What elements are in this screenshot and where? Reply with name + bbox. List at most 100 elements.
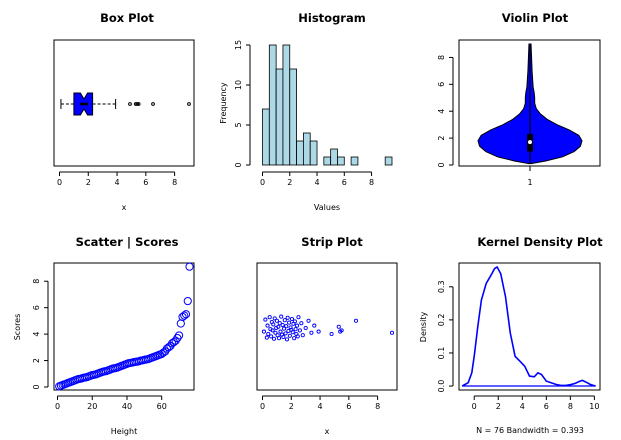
strip-point — [389, 330, 395, 335]
histogram-bar — [282, 44, 291, 166]
boxplot-x-label: x — [122, 203, 127, 212]
strip-point — [282, 326, 287, 331]
strip-point — [271, 322, 276, 327]
strip-point — [277, 321, 282, 326]
strip-point — [263, 317, 268, 322]
histogram-title: Histogram — [298, 11, 365, 25]
histogram-bar — [337, 156, 345, 166]
scatter-point — [181, 310, 191, 319]
x-tick-label: 8 — [172, 178, 177, 187]
x-tick-label: 2 — [287, 178, 292, 187]
y-tick-label: 5 — [234, 122, 243, 127]
plot-frame — [53, 262, 195, 391]
histogram-panel: Histogram 0 2 4 6 8 0 5 10 15 Values Frequency — [219, 11, 393, 212]
scatter-point — [174, 331, 184, 340]
strip-point — [270, 328, 275, 333]
histogram-bar — [268, 44, 277, 166]
histogram-bar — [296, 140, 304, 166]
x-tick-label: 6 — [346, 402, 351, 411]
y-tick-label: 15 — [234, 40, 243, 50]
y-tick-label: 2 — [32, 358, 41, 363]
histogram-y-label: Frequency — [219, 82, 228, 124]
strip-point — [282, 318, 287, 323]
y-tick-label: 0 — [234, 162, 243, 167]
strip-point — [273, 330, 278, 335]
histogram-bar — [262, 108, 270, 166]
strip-point — [290, 330, 295, 335]
strip-point — [285, 315, 290, 320]
plot-frame — [458, 262, 601, 391]
strip-point — [288, 325, 293, 330]
x-tick-label: 4 — [314, 178, 319, 187]
histogram-x-label: Values — [314, 203, 340, 212]
x-tick-label: 6 — [143, 178, 148, 187]
strip-point — [294, 323, 300, 328]
density-x-label: N = 76 Bandwidth = 0.393 — [476, 426, 584, 435]
x-tick-label: 4 — [115, 178, 120, 187]
x-tick-label: 60 — [157, 402, 167, 411]
scatter-y-label: Scores — [13, 314, 22, 341]
strip-point — [272, 316, 277, 321]
strip-point — [284, 324, 289, 329]
strip-point — [303, 325, 308, 331]
strip-point — [287, 333, 292, 338]
strip-point — [296, 315, 301, 320]
histogram-bar — [289, 68, 297, 166]
y-tick-label: 0 — [32, 384, 41, 389]
strip-point — [283, 331, 288, 336]
x-tick-label: 1 — [527, 178, 532, 187]
strip-point — [339, 328, 344, 333]
y-tick-label: 0.3 — [437, 280, 446, 293]
y-tick-label: 8 — [32, 279, 41, 284]
scatter-x-label: Height — [111, 427, 137, 436]
outlier-point — [136, 102, 141, 106]
strip-point — [266, 331, 271, 337]
y-tick-label: 10 — [234, 80, 243, 90]
x-tick-label: 0 — [260, 402, 265, 411]
x-tick-label: 0 — [472, 402, 477, 411]
violin-median-point — [528, 140, 532, 145]
x-tick-label: 4 — [520, 402, 525, 411]
violin-title: Violin Plot — [502, 11, 569, 25]
strip-point — [280, 322, 285, 328]
histogram-bar — [309, 140, 318, 166]
y-tick-label: 4 — [437, 109, 446, 114]
y-tick-label: 0 — [437, 162, 446, 167]
x-tick-label: 0 — [57, 178, 62, 187]
y-tick-label: 0.0 — [437, 380, 446, 393]
strip-point — [292, 319, 297, 324]
y-tick-label: 4 — [32, 332, 41, 337]
strip-point — [276, 324, 281, 329]
histogram-bar — [275, 68, 284, 166]
x-tick-label: 8 — [375, 402, 380, 411]
x-tick-label: 2 — [496, 402, 501, 411]
y-tick-label: 8 — [437, 55, 446, 60]
scatter-point — [180, 311, 189, 320]
strip-point — [293, 327, 298, 332]
density-panel: Kernel Density Plot 0 2 4 6 8 10 0.0 0.1 0.2 0.3 N … — [419, 235, 603, 435]
x-tick-label: 0 — [55, 402, 60, 411]
histogram-bar — [302, 132, 311, 166]
strip-point — [267, 315, 272, 320]
strip-point — [353, 318, 359, 323]
y-tick-label: 0.2 — [437, 314, 446, 327]
strip-point — [284, 337, 290, 342]
scatter-point — [176, 319, 185, 328]
strip-point — [309, 330, 314, 335]
scatter-title: Scatter | Scores — [76, 235, 179, 249]
y-tick-label: 0.1 — [437, 347, 446, 360]
strip-point — [297, 328, 302, 333]
strip-point — [292, 336, 297, 341]
strip-point — [269, 334, 274, 339]
x-tick-label: 40 — [122, 402, 132, 411]
histogram-bar — [384, 156, 393, 166]
strip-point — [279, 314, 284, 319]
scatter-panel: Scatter | Scores 0 20 40 60 0 2 4 6 8 Height Scores — [13, 235, 195, 436]
strip-point — [265, 323, 270, 328]
strip-point — [264, 335, 269, 340]
x-tick-label: 8 — [369, 178, 374, 187]
plot-frame — [256, 262, 398, 391]
histogram-bar — [350, 156, 359, 166]
strip-point — [289, 316, 295, 322]
